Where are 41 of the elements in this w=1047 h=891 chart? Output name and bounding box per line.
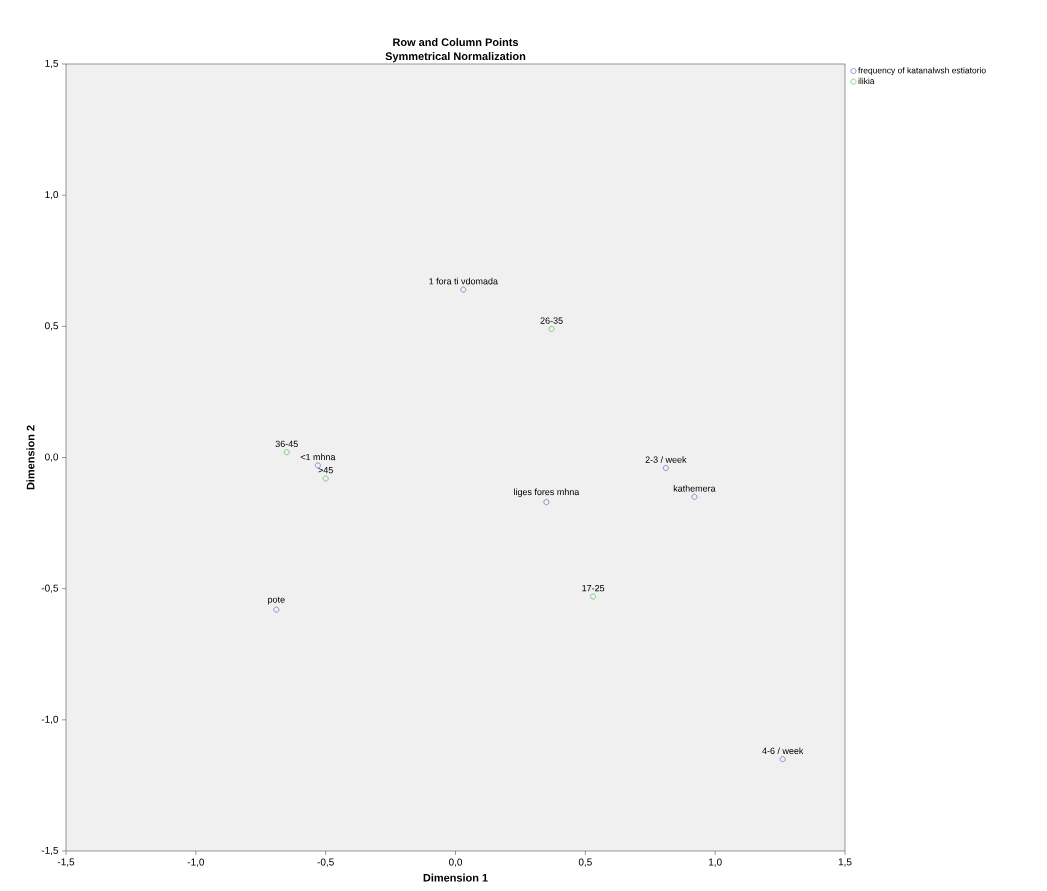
- annotation: 26-35: [540, 317, 563, 324]
- point: [322, 475, 329, 482]
- annotation: 1 fora ti vdomada: [429, 277, 498, 285]
- x-tick-label: 0,5: [578, 858, 592, 867]
- annotation: >45: [318, 467, 333, 474]
- y-axis-title: Dimension 2: [26, 425, 35, 490]
- y-tick-label: 1,0: [45, 191, 59, 200]
- y-tick-label: -1,5: [41, 846, 59, 856]
- point: [460, 286, 467, 293]
- y-tick-label: 0,5: [45, 322, 59, 331]
- annotation: 36-45: [275, 440, 298, 448]
- annotation: 2-3 / week: [645, 456, 687, 463]
- point: [273, 606, 280, 613]
- x-tick-label: 0,0: [448, 858, 463, 867]
- chart-subtitle: Symmetrical Normalization: [385, 52, 526, 63]
- annotation: <1 mhna: [300, 453, 336, 461]
- legend-label: ilikia: [858, 77, 875, 85]
- point: [283, 449, 290, 456]
- y-tick-label: -1,0: [41, 715, 59, 724]
- x-tick-label: 1,5: [838, 858, 852, 867]
- annotation: 17-25: [582, 585, 605, 592]
- y-tick-label: -0,5: [41, 584, 59, 593]
- point: [590, 593, 597, 600]
- x-tick-label: 1,0: [709, 858, 722, 867]
- y-tick-label: 1,5: [45, 59, 59, 69]
- x-tick-label: -1,5: [57, 858, 75, 867]
- point: [548, 325, 555, 332]
- annotation: liges fores mhna: [514, 488, 580, 497]
- x-axis-title: Dimension 1: [423, 873, 488, 882]
- chart-title: Row and Column Points: [393, 38, 519, 47]
- y-tick-label: 0,0: [45, 453, 59, 462]
- point: [691, 493, 698, 500]
- point: [662, 465, 669, 471]
- point: [543, 499, 550, 506]
- legend-label: frequency of katanalwsh estiatorio: [858, 67, 986, 76]
- annotation: pote: [268, 596, 285, 605]
- x-tick-label: -0,5: [317, 858, 334, 867]
- annotation: 4-6 / week: [762, 747, 804, 755]
- x-tick-label: -1,0: [187, 858, 205, 867]
- point: [779, 756, 786, 763]
- annotation: kathemera: [673, 485, 716, 492]
